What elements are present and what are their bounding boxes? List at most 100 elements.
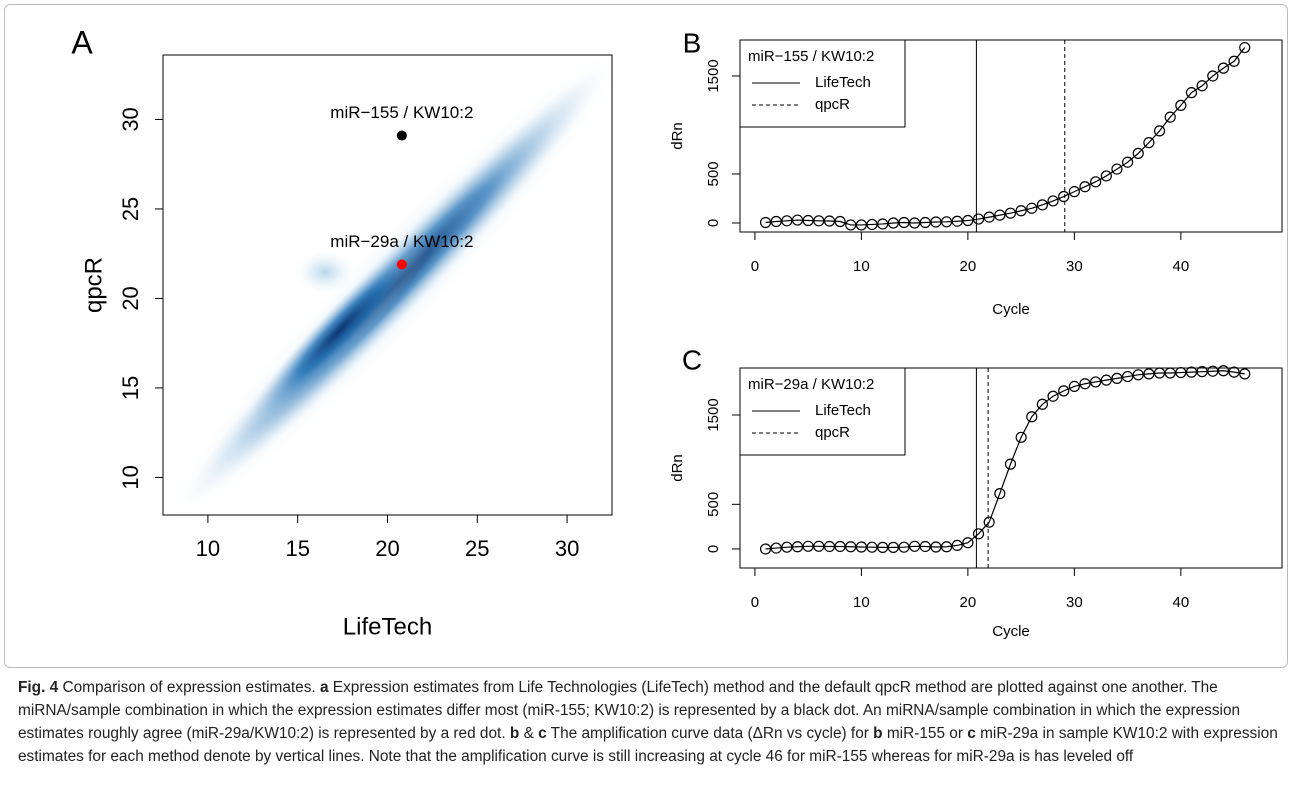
point: [1058, 190, 1070, 203]
legend-entry: qpcR: [815, 96, 850, 113]
point: [940, 216, 953, 228]
x-tick-label: 20: [960, 258, 977, 275]
y-tick-label: 1500: [705, 59, 722, 92]
caption-run: b: [873, 725, 883, 742]
point: [1153, 125, 1166, 137]
point: [802, 540, 814, 552]
x-tick-label: 10: [853, 594, 870, 611]
point: [845, 219, 857, 231]
point: [855, 541, 867, 553]
point: [1143, 368, 1155, 380]
point: [1228, 366, 1240, 378]
point: [1004, 207, 1017, 219]
point: [951, 215, 963, 227]
point: [855, 219, 867, 231]
y-axis-label: dRn: [669, 454, 686, 482]
point: [781, 215, 793, 227]
point: [1079, 181, 1091, 193]
point: [940, 541, 953, 553]
point: [1239, 41, 1251, 54]
y-tick-label: 30: [118, 107, 143, 131]
point: [396, 259, 407, 270]
point: [834, 540, 846, 553]
y-axis-label: dRn: [669, 122, 686, 150]
caption-run: c: [538, 725, 547, 742]
point: [887, 541, 899, 553]
point: [877, 541, 889, 553]
point: [1217, 62, 1230, 74]
x-tick-label: 40: [1172, 594, 1189, 611]
panel-label: C: [682, 344, 702, 375]
point: [770, 542, 782, 554]
point: [972, 213, 985, 225]
point: [1036, 398, 1049, 410]
x-tick-label: 10: [196, 536, 220, 561]
point: [1026, 411, 1038, 423]
point: [1090, 376, 1102, 388]
point: [1015, 431, 1027, 443]
point: [866, 218, 878, 231]
point: [1015, 205, 1027, 217]
point: [1079, 378, 1091, 390]
caption-run: Fig. 4: [18, 679, 59, 696]
x-tick-label: 20: [375, 536, 399, 561]
point: [1185, 366, 1198, 378]
point: [1132, 369, 1144, 381]
point: [898, 216, 910, 229]
x-axis-label: LifeTech: [343, 613, 432, 640]
y-tick-label: 10: [118, 465, 143, 489]
x-tick-label: 30: [1066, 594, 1083, 611]
point: [1100, 374, 1112, 386]
legend-entry: LifeTech: [815, 402, 871, 419]
y-tick-label: 25: [118, 197, 143, 221]
point: [909, 540, 921, 552]
x-tick-label: 30: [555, 536, 579, 561]
point: [802, 214, 814, 227]
plot-frame: [739, 367, 1283, 569]
point: [1185, 87, 1198, 99]
x-tick-label: 40: [1172, 258, 1189, 275]
point: [1100, 170, 1112, 182]
point: [930, 541, 942, 553]
point: [759, 543, 772, 555]
point: [866, 541, 878, 553]
point: [1090, 176, 1102, 188]
caption-run: b: [509, 725, 520, 742]
x-tick-label: 0: [751, 258, 759, 275]
point: [791, 541, 804, 553]
point: [1111, 163, 1123, 175]
point: [1121, 156, 1134, 168]
point: [994, 487, 1006, 500]
x-tick-label: 30: [1066, 258, 1083, 275]
y-tick-label: 0: [705, 219, 722, 227]
y-tick-label: 500: [705, 492, 722, 517]
point: [813, 215, 825, 227]
point-label: miR−155 / KW10:2: [330, 103, 473, 122]
point: [1207, 70, 1219, 82]
point: [1058, 385, 1070, 397]
point: [919, 540, 931, 553]
x-tick-label: 10: [853, 258, 870, 275]
point: [1143, 137, 1155, 149]
x-axis-label: Cycle: [992, 301, 1030, 318]
panel-label: B: [683, 27, 702, 58]
x-tick-label: 15: [285, 536, 309, 561]
caption-run: The amplification curve data (ΔRn vs cyc…: [546, 725, 874, 742]
point: [1068, 380, 1080, 393]
point: [1164, 111, 1176, 123]
caption-run: a: [319, 679, 329, 696]
point: [1047, 195, 1059, 207]
legend-entry: qpcR: [815, 424, 850, 441]
point: [1153, 367, 1166, 379]
y-tick-label: 500: [705, 161, 722, 186]
point: [823, 540, 836, 553]
point: [962, 214, 974, 227]
point: [1217, 365, 1230, 377]
x-tick-label: 25: [465, 536, 489, 561]
point: [1132, 147, 1144, 159]
point: [1207, 365, 1219, 377]
point: [983, 211, 995, 223]
point: [994, 209, 1006, 221]
point: [951, 539, 963, 552]
